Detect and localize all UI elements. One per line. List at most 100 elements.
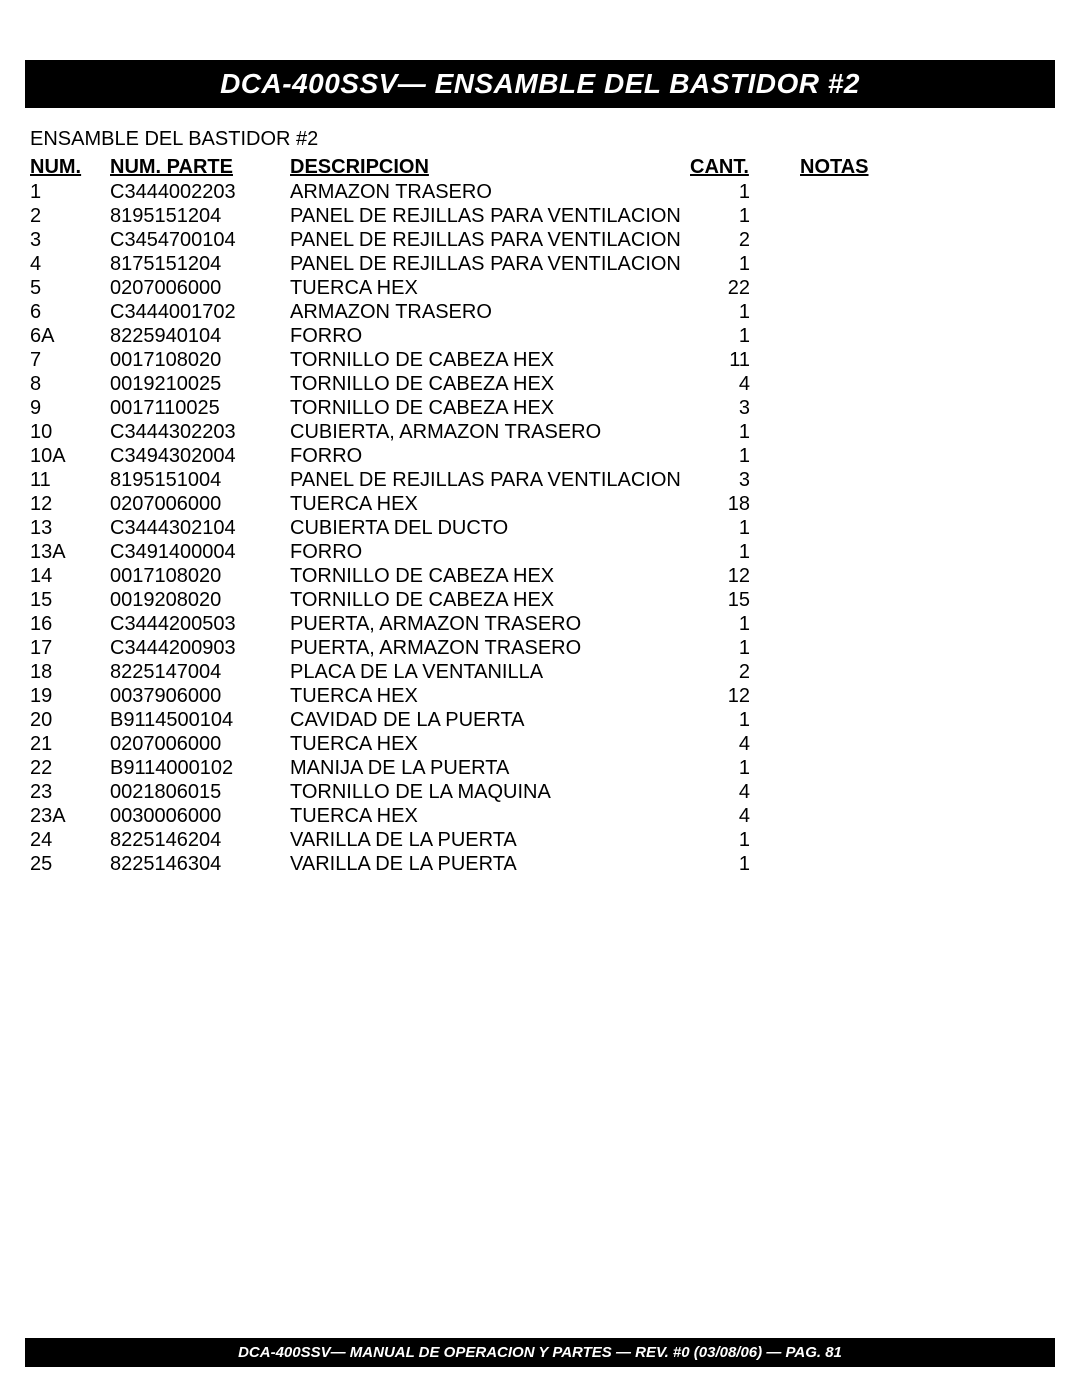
cell-num: 12 bbox=[30, 492, 110, 516]
cell-num: 13A bbox=[30, 540, 110, 564]
cell-notas bbox=[760, 420, 869, 444]
cell-descripcion: TUERCA HEX bbox=[290, 276, 690, 300]
cell-cant: 1 bbox=[690, 516, 760, 540]
cell-notas bbox=[760, 468, 869, 492]
table-row: 118195151004PANEL DE REJILLAS PARA VENTI… bbox=[30, 468, 869, 492]
cell-parte: C3444302203 bbox=[110, 420, 290, 444]
cell-parte: B9114500104 bbox=[110, 708, 290, 732]
cell-num: 17 bbox=[30, 636, 110, 660]
cell-cant: 1 bbox=[690, 636, 760, 660]
cell-num: 21 bbox=[30, 732, 110, 756]
cell-parte: 0021806015 bbox=[110, 780, 290, 804]
cell-parte: 8195151204 bbox=[110, 204, 290, 228]
cell-descripcion: CAVIDAD DE LA PUERTA bbox=[290, 708, 690, 732]
cell-descripcion: PUERTA, ARMAZON TRASERO bbox=[290, 636, 690, 660]
cell-num: 3 bbox=[30, 228, 110, 252]
cell-notas bbox=[760, 564, 869, 588]
cell-parte: C3454700104 bbox=[110, 228, 290, 252]
cell-notas bbox=[760, 732, 869, 756]
cell-descripcion: FORRO bbox=[290, 540, 690, 564]
cell-notas bbox=[760, 204, 869, 228]
cell-cant: 1 bbox=[690, 828, 760, 852]
cell-cant: 1 bbox=[690, 444, 760, 468]
cell-notas bbox=[760, 540, 869, 564]
cell-notas bbox=[760, 804, 869, 828]
cell-notas bbox=[760, 324, 869, 348]
cell-num: 6 bbox=[30, 300, 110, 324]
cell-descripcion: TORNILLO DE CABEZA HEX bbox=[290, 564, 690, 588]
cell-notas bbox=[760, 780, 869, 804]
cell-notas bbox=[760, 300, 869, 324]
table-row: 150019208020TORNILLO DE CABEZA HEX15 bbox=[30, 588, 869, 612]
cell-notas bbox=[760, 228, 869, 252]
table-row: 22B9114000102MANIJA DE LA PUERTA1 bbox=[30, 756, 869, 780]
cell-cant: 2 bbox=[690, 660, 760, 684]
cell-num: 1 bbox=[30, 180, 110, 204]
cell-num: 16 bbox=[30, 612, 110, 636]
cell-notas bbox=[760, 276, 869, 300]
cell-cant: 1 bbox=[690, 252, 760, 276]
table-row: 140017108020TORNILLO DE CABEZA HEX12 bbox=[30, 564, 869, 588]
cell-parte: C3444002203 bbox=[110, 180, 290, 204]
cell-descripcion: FORRO bbox=[290, 324, 690, 348]
cell-num: 23A bbox=[30, 804, 110, 828]
table-row: 3C3454700104PANEL DE REJILLAS PARA VENTI… bbox=[30, 228, 869, 252]
cell-parte: 0017108020 bbox=[110, 348, 290, 372]
cell-notas bbox=[760, 684, 869, 708]
cell-notas bbox=[760, 636, 869, 660]
parts-table-container: NUM. NUM. PARTE DESCRIPCION CANT. NOTAS … bbox=[25, 155, 1055, 876]
table-row: 70017108020TORNILLO DE CABEZA HEX11 bbox=[30, 348, 869, 372]
cell-notas bbox=[760, 516, 869, 540]
cell-parte: 0019208020 bbox=[110, 588, 290, 612]
cell-notas bbox=[760, 396, 869, 420]
cell-descripcion: TUERCA HEX bbox=[290, 684, 690, 708]
cell-parte: 0017108020 bbox=[110, 564, 290, 588]
cell-cant: 22 bbox=[690, 276, 760, 300]
cell-cant: 1 bbox=[690, 708, 760, 732]
table-row: 10C3444302203CUBIERTA, ARMAZON TRASERO1 bbox=[30, 420, 869, 444]
cell-notas bbox=[760, 252, 869, 276]
table-row: 48175151204PANEL DE REJILLAS PARA VENTIL… bbox=[30, 252, 869, 276]
cell-num: 23 bbox=[30, 780, 110, 804]
cell-parte: 8195151004 bbox=[110, 468, 290, 492]
cell-num: 22 bbox=[30, 756, 110, 780]
cell-parte: 0207006000 bbox=[110, 492, 290, 516]
cell-num: 25 bbox=[30, 852, 110, 876]
cell-num: 13 bbox=[30, 516, 110, 540]
cell-cant: 3 bbox=[690, 468, 760, 492]
cell-parte: 8225147004 bbox=[110, 660, 290, 684]
cell-descripcion: VARILLA DE LA PUERTA bbox=[290, 828, 690, 852]
cell-descripcion: TORNILLO DE CABEZA HEX bbox=[290, 396, 690, 420]
table-row: 248225146204VARILLA DE LA PUERTA1 bbox=[30, 828, 869, 852]
table-row: 16C3444200503PUERTA, ARMAZON TRASERO1 bbox=[30, 612, 869, 636]
table-row: 190037906000TUERCA HEX12 bbox=[30, 684, 869, 708]
cell-num: 2 bbox=[30, 204, 110, 228]
table-row: 6C3444001702ARMAZON TRASERO1 bbox=[30, 300, 869, 324]
table-row: 23A0030006000TUERCA HEX4 bbox=[30, 804, 869, 828]
cell-notas bbox=[760, 588, 869, 612]
cell-descripcion: TUERCA HEX bbox=[290, 732, 690, 756]
cell-cant: 1 bbox=[690, 420, 760, 444]
parts-table: NUM. NUM. PARTE DESCRIPCION CANT. NOTAS … bbox=[30, 155, 869, 876]
cell-cant: 11 bbox=[690, 348, 760, 372]
cell-descripcion: PANEL DE REJILLAS PARA VENTILACION bbox=[290, 252, 690, 276]
table-row: 80019210025TORNILLO DE CABEZA HEX4 bbox=[30, 372, 869, 396]
cell-notas bbox=[760, 372, 869, 396]
cell-descripcion: ARMAZON TRASERO bbox=[290, 300, 690, 324]
cell-parte: 8225146204 bbox=[110, 828, 290, 852]
col-header-parte: NUM. PARTE bbox=[110, 155, 290, 180]
cell-notas bbox=[760, 348, 869, 372]
cell-parte: 8225146304 bbox=[110, 852, 290, 876]
cell-parte: B9114000102 bbox=[110, 756, 290, 780]
cell-parte: C3494302004 bbox=[110, 444, 290, 468]
table-row: 13AC3491400004FORRO1 bbox=[30, 540, 869, 564]
cell-notas bbox=[760, 612, 869, 636]
cell-cant: 4 bbox=[690, 732, 760, 756]
cell-notas bbox=[760, 492, 869, 516]
cell-num: 15 bbox=[30, 588, 110, 612]
cell-num: 8 bbox=[30, 372, 110, 396]
table-row: 230021806015TORNILLO DE LA MAQUINA4 bbox=[30, 780, 869, 804]
cell-descripcion: ARMAZON TRASERO bbox=[290, 180, 690, 204]
cell-cant: 1 bbox=[690, 852, 760, 876]
cell-num: 18 bbox=[30, 660, 110, 684]
